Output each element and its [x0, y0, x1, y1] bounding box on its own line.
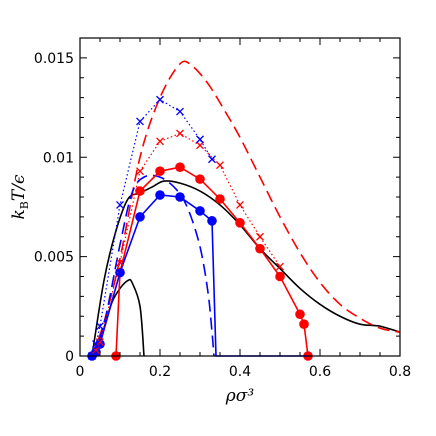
data-point — [175, 162, 185, 172]
data-point — [176, 129, 184, 138]
data-point — [156, 137, 164, 146]
cross-stroke — [156, 95, 164, 104]
data-point — [96, 322, 104, 331]
data-point — [208, 155, 216, 164]
data-point — [295, 309, 305, 320]
x-tick-label: 0.2 — [149, 364, 171, 380]
data-point — [195, 174, 205, 184]
x-tick-label: 0.6 — [309, 364, 331, 380]
data-point — [195, 206, 205, 216]
data-point — [216, 161, 224, 170]
plot-content — [87, 60, 401, 361]
cross-stroke — [136, 167, 144, 176]
series-line — [91, 174, 215, 357]
data-point — [236, 200, 244, 209]
cross-stroke — [96, 338, 104, 347]
data-point — [176, 107, 184, 116]
data-point — [175, 192, 185, 202]
cross-stroke — [196, 141, 204, 150]
cross-stroke — [92, 340, 100, 349]
data-point — [96, 338, 104, 347]
x-tick-label: 0.8 — [389, 364, 411, 380]
data-point — [135, 186, 145, 196]
data-point — [136, 167, 144, 176]
data-point — [155, 190, 165, 200]
cross-stroke — [92, 346, 100, 354]
data-point — [275, 271, 285, 282]
data-point — [196, 141, 204, 150]
cross-stroke — [116, 258, 124, 267]
data-point — [116, 200, 124, 209]
data-point — [256, 232, 264, 241]
cross-stroke — [176, 107, 184, 116]
axis-ticks: 0 0.2 0.4 0.6 0.8 0 0.005 0.01 0.015 — [34, 38, 411, 380]
series-line — [91, 180, 401, 357]
data-point — [276, 262, 284, 271]
y-tick-label: 0.01 — [43, 150, 74, 166]
plot-frame — [79, 37, 401, 357]
y-tick-label: 0.005 — [34, 250, 74, 266]
cross-stroke — [96, 322, 104, 331]
data-point — [135, 212, 145, 222]
data-point — [92, 346, 100, 354]
cross-stroke — [176, 129, 184, 138]
data-point — [116, 258, 124, 267]
y-tick-label: 0 — [65, 349, 74, 365]
series-0 — [91, 180, 401, 357]
data-point — [255, 243, 265, 254]
data-point — [136, 117, 144, 126]
cross-stroke — [116, 200, 124, 209]
data-point — [115, 267, 125, 278]
data-point — [235, 218, 245, 228]
y-axis-label: kBT/ϵ — [9, 174, 31, 219]
series-4 — [111, 162, 313, 361]
series-3 — [91, 174, 215, 357]
cross-stroke — [156, 137, 164, 146]
series-line — [91, 60, 401, 357]
cross-stroke — [196, 135, 204, 144]
y-tick-label: 0.015 — [34, 51, 74, 67]
data-point — [207, 216, 217, 226]
data-point — [156, 95, 164, 104]
cross-stroke — [208, 155, 216, 164]
cross-stroke — [256, 232, 264, 241]
series-line — [91, 98, 213, 357]
series-6 — [92, 129, 284, 354]
x-axis-label: ρσ³ — [225, 386, 255, 406]
data-point — [155, 166, 165, 176]
data-point — [92, 340, 100, 349]
data-point — [215, 194, 225, 204]
x-tick-label: 0.4 — [229, 364, 251, 380]
cross-stroke — [216, 161, 224, 170]
data-point — [299, 319, 309, 330]
x-tick-label: 0 — [76, 364, 85, 380]
cross-stroke — [136, 117, 144, 126]
cross-stroke — [276, 262, 284, 271]
series-2 — [91, 60, 401, 357]
cross-stroke — [236, 200, 244, 209]
data-point — [196, 135, 204, 144]
